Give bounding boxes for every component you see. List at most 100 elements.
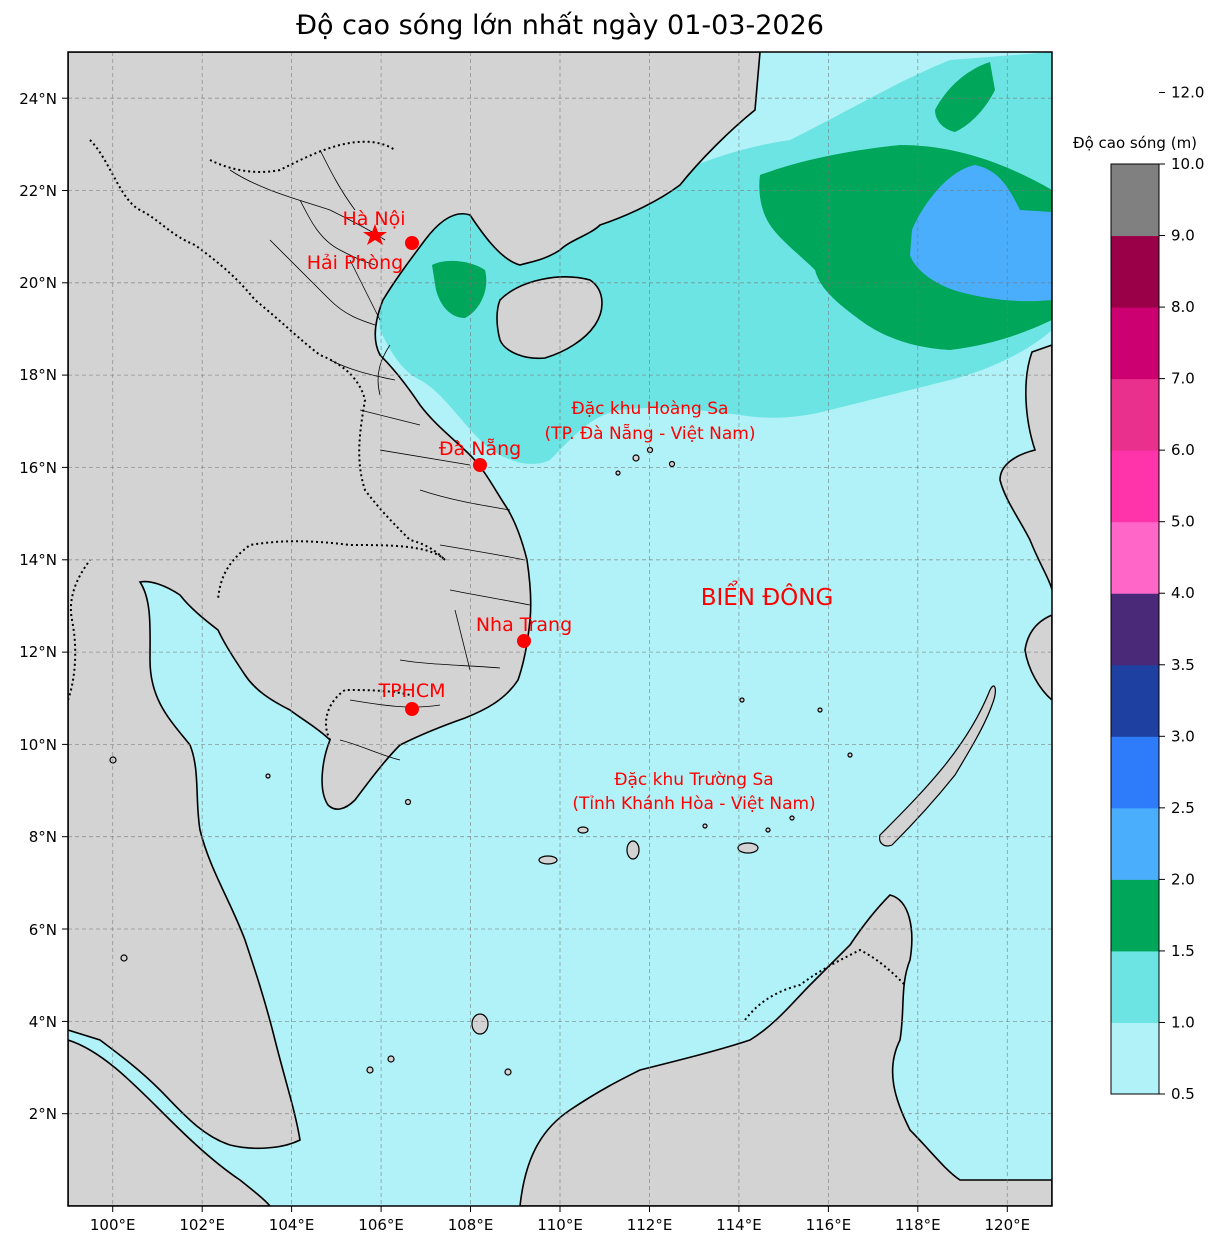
lon-tick-label: 110°E: [537, 1216, 583, 1234]
nhatrang-dot-marker: [517, 634, 531, 648]
wave-zone-1.5-2m-north: [935, 62, 995, 132]
colorbar-swatch: [1111, 664, 1159, 737]
lon-tick: 104°E: [269, 1206, 314, 1234]
country-borders: [68, 139, 906, 1021]
colorbar-swatch: [1111, 807, 1159, 880]
lon-tick: 114°E: [716, 1206, 762, 1234]
city-haiphong: Hải Phòng: [307, 236, 419, 274]
lon-tick: 112°E: [627, 1206, 673, 1234]
lon-tick: 110°E: [537, 1206, 583, 1234]
colorbar-swatch: [1111, 450, 1159, 523]
colorbar-tick-label: 6.0: [1171, 441, 1195, 459]
lon-tick: 120°E: [984, 1206, 1030, 1234]
taiwan-luzon: [999, 344, 1052, 591]
colorbar-swatch: [1111, 521, 1159, 594]
lon-tick: 118°E: [895, 1206, 941, 1234]
colorbar-swatch: [1111, 950, 1159, 1023]
lat-tick: 4°N: [29, 1013, 68, 1031]
colorbar: Độ cao sóng (m) 0.5 1.0 1.5 2.0 2.5 3.0 3.5 4.0…: [1073, 83, 1204, 1103]
colorbar-frame: [1110, 163, 1160, 1095]
lat-tick-label: 22°N: [19, 182, 57, 200]
colorbar-tick-label: 2.0: [1171, 870, 1195, 888]
lon-tick: 116°E: [806, 1206, 851, 1234]
lat-tick: 24°N: [19, 90, 68, 108]
lon-tick: 106°E: [358, 1206, 404, 1234]
hanoi-label: Hà Nội: [342, 208, 405, 230]
truong-sa-label-line2: (Tỉnh Khánh Hòa - Việt Nam): [572, 794, 815, 814]
lat-tick-label: 12°N: [19, 643, 57, 661]
tphcm-dot-marker: [405, 702, 419, 716]
colorbar-tick-label: 3.5: [1171, 656, 1195, 674]
danang-dot-marker: [473, 458, 487, 472]
lon-tick-label: 120°E: [984, 1216, 1030, 1234]
lon-tick-label: 112°E: [627, 1216, 673, 1234]
lon-tick-label: 118°E: [895, 1216, 941, 1234]
colorbar-title: Độ cao sóng (m): [1073, 134, 1197, 152]
lat-tick: 8°N: [29, 828, 68, 846]
colorbar-tick-label: 1.5: [1171, 942, 1195, 960]
colorbar-tick-label: 2.5: [1171, 799, 1195, 817]
colorbar-tick-label: 12.0: [1171, 83, 1204, 101]
bien-dong-label: BIỂN ĐÔNG: [701, 581, 834, 611]
colorbar-tick-label: 9.0: [1171, 227, 1195, 245]
hoang-sa-label-line1: Đặc khu Hoàng Sa: [572, 399, 729, 419]
lat-tick-label: 6°N: [29, 921, 57, 939]
tphcm-label: TPHCM: [377, 680, 445, 702]
nhatrang-label: Nha Trang: [476, 614, 572, 636]
city-hanoi: Hà Nội: [342, 208, 406, 245]
lon-tick-label: 106°E: [358, 1216, 404, 1234]
lat-tick: 20°N: [19, 274, 68, 292]
danang-label: Đà Nẵng: [439, 437, 521, 460]
haiphong-label: Hải Phòng: [307, 252, 403, 274]
lat-tick: 14°N: [19, 551, 68, 569]
colorbar-swatch: [1111, 879, 1159, 952]
haiphong-dot-marker: [405, 236, 419, 250]
lon-tick-label: 108°E: [448, 1216, 494, 1234]
colorbar-tick-label: 3.0: [1171, 727, 1195, 745]
lon-tick: 108°E: [448, 1206, 494, 1234]
lat-tick: 16°N: [19, 459, 68, 477]
colorbar-tick-label: 7.0: [1171, 370, 1195, 388]
wave-zone-2-2.5m: [910, 165, 1052, 302]
hainan-island: [496, 276, 603, 360]
philippines-south: [1024, 614, 1052, 702]
lon-tick-label: 102°E: [179, 1216, 225, 1234]
colorbar-ticks: 0.5 1.0 1.5 2.0 2.5 3.0 3.5 4.0 5.0 6.0 7.0 8.0 9.0 1…: [1159, 83, 1204, 1103]
colorbar-swatch: [1111, 307, 1159, 380]
city-nhatrang: Nha Trang: [476, 614, 572, 648]
lat-axis: 2°N 4°N 6°N 8°N 10°N 12°N 14°N 16°N 18°N…: [19, 90, 68, 1123]
colorbar-tick-label: 1.0: [1171, 1013, 1195, 1031]
lon-tick-label: 114°E: [716, 1216, 762, 1234]
colorbar-swatch: [1111, 235, 1159, 308]
lat-tick: 6°N: [29, 921, 68, 939]
colorbar-swatches: [1111, 164, 1159, 1095]
lat-tick-label: 16°N: [19, 459, 57, 477]
map-title: Độ cao sóng lớn nhất ngày 01-03-2026: [296, 10, 824, 41]
map-grid: [68, 52, 1052, 1206]
colorbar-tick-label: 8.0: [1171, 298, 1195, 316]
lon-tick: 100°E: [90, 1206, 136, 1234]
lat-tick-label: 4°N: [29, 1013, 57, 1031]
lat-tick: 10°N: [19, 736, 68, 754]
lat-tick: 12°N: [19, 643, 68, 661]
city-danang: Đà Nẵng: [439, 437, 521, 472]
colorbar-swatch: [1111, 164, 1159, 237]
lat-tick: 2°N: [29, 1105, 68, 1123]
lat-tick: 22°N: [19, 182, 68, 200]
colorbar-swatch: [1111, 378, 1159, 451]
lat-tick-label: 14°N: [19, 551, 57, 569]
sumatra-island: [68, 1039, 272, 1206]
lon-tick: 102°E: [179, 1206, 225, 1234]
lat-tick-label: 10°N: [19, 736, 57, 754]
map-area: Hà Nội Hải Phòng Đà Nẵng Nha Trang TPHCM…: [68, 52, 1052, 1206]
lat-tick-label: 20°N: [19, 274, 57, 292]
wave-zone-1.5-2m-gulf: [432, 260, 487, 318]
colorbar-tick-label: 10.0: [1171, 155, 1204, 173]
colorbar-swatch: [1111, 593, 1159, 666]
colorbar-tick-label: 0.5: [1171, 1085, 1195, 1103]
hanoi-star-marker: [363, 224, 387, 245]
lat-tick: 18°N: [19, 366, 68, 384]
lat-tick-label: 18°N: [19, 366, 57, 384]
lat-tick-label: 2°N: [29, 1105, 57, 1123]
small-islands: [109, 446, 853, 1076]
